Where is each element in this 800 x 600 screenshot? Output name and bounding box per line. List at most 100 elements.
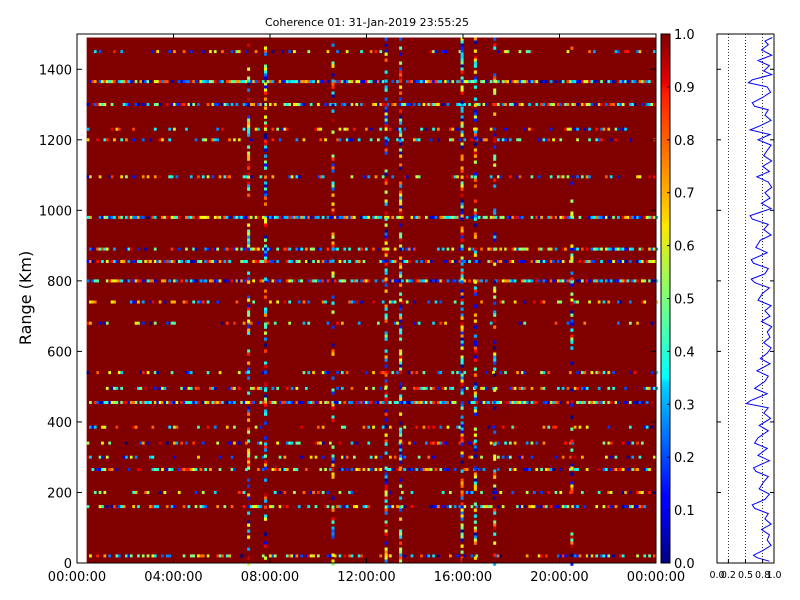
heatmap-cell	[493, 487, 497, 491]
heatmap-cell	[473, 130, 477, 134]
heatmap-cell	[247, 229, 251, 233]
heatmap-cell	[460, 295, 464, 299]
heatmap-cell	[153, 175, 157, 179]
heatmap-cell	[473, 292, 477, 296]
heatmap-cell	[405, 300, 409, 304]
heatmap-cell	[182, 554, 186, 558]
heatmap-cell	[415, 175, 419, 179]
heatmap-cell	[439, 300, 443, 304]
heatmap-cell	[362, 279, 366, 283]
heatmap-cell	[485, 138, 488, 142]
heatmap-cell	[326, 247, 330, 251]
heatmap-cell	[271, 279, 275, 283]
heatmap-cell	[460, 61, 464, 65]
heatmap-cell	[641, 247, 644, 251]
heatmap-cell	[605, 455, 608, 459]
heatmap-cell	[151, 50, 155, 54]
heatmap-cell	[518, 138, 522, 142]
heatmap-cell	[398, 401, 402, 404]
heatmap-cell	[405, 279, 409, 283]
heatmap-cell	[518, 505, 522, 509]
heatmap-cell	[516, 505, 519, 509]
heatmap-cell	[369, 127, 373, 131]
heatmap-cell	[460, 430, 464, 434]
heatmap-cell	[365, 505, 368, 509]
heatmap-cell	[396, 371, 399, 375]
heatmap-cell	[230, 386, 234, 390]
heatmap-cell	[384, 371, 387, 375]
heatmap-cell	[595, 127, 599, 131]
heatmap-cell	[473, 175, 477, 179]
heatmap-cell	[177, 491, 181, 494]
heatmap-cell	[473, 502, 477, 506]
heatmap-cell	[357, 138, 361, 142]
heatmap-cell	[460, 298, 464, 302]
heatmap-cell	[655, 386, 659, 390]
heatmap-cell	[103, 321, 107, 325]
heatmap-cell	[326, 215, 330, 219]
heatmap-cell	[384, 262, 388, 266]
heatmap-cell	[460, 235, 464, 239]
heatmap-cell	[542, 138, 546, 142]
heatmap-cell	[91, 279, 95, 283]
heatmap-cell	[648, 247, 651, 251]
heatmap-cell	[333, 80, 337, 84]
heatmap-cell	[235, 103, 239, 106]
heatmap-cell	[266, 80, 270, 84]
heatmap-cell	[653, 103, 656, 106]
heatmap-cell	[542, 80, 546, 84]
heatmap-cell	[463, 386, 467, 390]
heatmap-cell	[399, 247, 403, 251]
heatmap-cell	[530, 260, 534, 263]
heatmap-cell	[460, 313, 464, 317]
heatmap-cell	[252, 300, 255, 304]
heatmap-cell	[247, 401, 251, 404]
heatmap-cell	[331, 529, 335, 533]
heatmap-cell	[331, 259, 335, 263]
heatmap-cell	[460, 556, 464, 560]
heatmap-cell	[449, 215, 452, 219]
heatmap-cell	[165, 80, 169, 84]
heatmap-cell	[101, 103, 104, 106]
heatmap-cell	[629, 321, 632, 325]
heatmap-cell	[350, 80, 354, 84]
heatmap-cell	[134, 425, 138, 429]
heatmap-cell	[247, 313, 251, 317]
heatmap-cell	[115, 425, 119, 429]
heatmap-cell	[343, 103, 347, 106]
heatmap-cell	[506, 50, 510, 54]
heatmap-cell	[492, 103, 495, 106]
heatmap-cell	[264, 277, 267, 281]
heatmap-cell	[446, 215, 450, 219]
heatmap-cell	[218, 554, 222, 558]
heatmap-cell	[624, 50, 627, 54]
heatmap-cell	[542, 103, 546, 106]
heatmap-cell	[465, 468, 469, 471]
heatmap-cell	[489, 505, 493, 509]
heatmap-cell	[216, 103, 219, 106]
heatmap-cell	[460, 292, 464, 296]
heatmap-cell	[247, 181, 251, 185]
heatmap-cell	[473, 520, 477, 524]
heatmap-cell	[504, 80, 507, 84]
heatmap-cell	[449, 554, 452, 558]
heatmap-cell	[636, 468, 639, 471]
heatmap-cell	[473, 260, 476, 263]
heatmap-cell	[542, 371, 546, 375]
heatmap-cell	[247, 271, 251, 275]
heatmap-cell	[420, 279, 423, 283]
heatmap-cell	[413, 103, 416, 106]
heatmap-cell	[511, 103, 515, 106]
heatmap-cell	[473, 385, 477, 389]
heatmap-cell	[355, 80, 359, 84]
heatmap-cell	[573, 386, 577, 390]
heatmap-cell	[343, 279, 347, 283]
heatmap-cell	[432, 441, 435, 445]
heatmap-cell	[554, 455, 558, 459]
heatmap-cell	[105, 215, 109, 219]
heatmap-cell	[473, 208, 477, 212]
heatmap-cell	[105, 401, 109, 404]
heatmap-cell	[470, 247, 474, 251]
heatmap-cell	[432, 505, 435, 509]
heatmap-cell	[460, 361, 464, 365]
